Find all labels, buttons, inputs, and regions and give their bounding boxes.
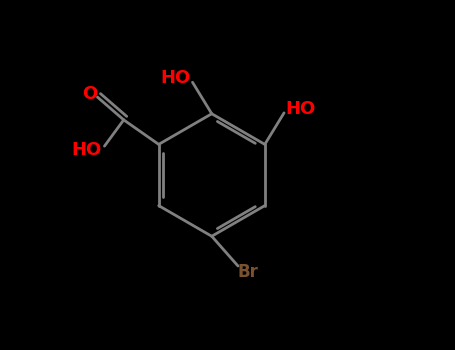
Text: HO: HO: [286, 100, 316, 118]
Text: Br: Br: [238, 263, 258, 281]
Text: O: O: [82, 85, 97, 103]
Text: HO: HO: [72, 141, 102, 159]
Text: HO: HO: [160, 69, 190, 87]
